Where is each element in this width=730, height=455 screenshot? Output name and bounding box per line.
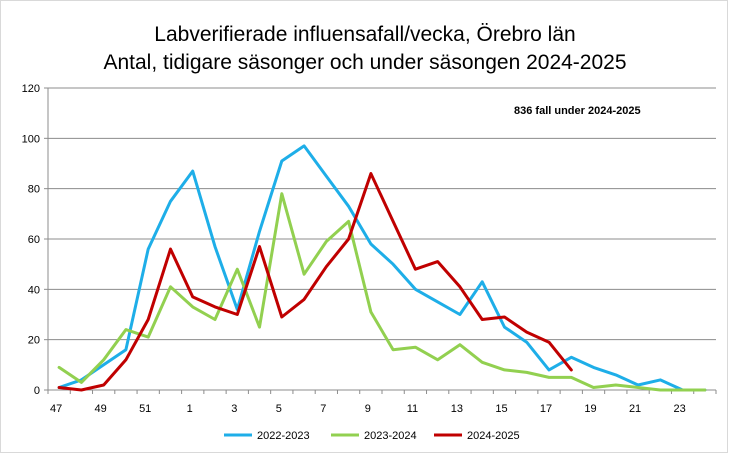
x-tick-label: 47 <box>50 403 62 415</box>
y-tick-label: 0 <box>34 385 40 397</box>
y-tick-label: 100 <box>22 133 40 145</box>
series-line-2023-2024 <box>57 192 707 392</box>
x-tick-label: 49 <box>95 403 107 415</box>
x-tick-label: 5 <box>276 403 282 415</box>
y-tick-label: 60 <box>28 234 40 246</box>
x-axis-ticks: 47 49 51 1 3 5 7 9 11 13 15 17 19 21 23 <box>50 403 686 415</box>
x-tick-label: 11 <box>407 403 418 415</box>
y-tick-label: 80 <box>28 184 40 196</box>
series-line-2022-2023 <box>57 144 707 392</box>
y-tick-label: 120 <box>22 83 40 95</box>
x-tick-label: 9 <box>365 403 371 415</box>
x-tick-label: 21 <box>629 403 641 415</box>
x-tick-label: 17 <box>540 403 552 415</box>
case-count-annotation: 836 fall under 2024-2025 <box>514 105 641 117</box>
gridlines <box>48 87 716 341</box>
series-line-2024-2025 <box>57 172 573 392</box>
x-tick-label: 13 <box>451 403 463 415</box>
axes <box>44 87 717 394</box>
legend-label-2023-2024: 2023-2024 <box>364 430 417 442</box>
x-tick-label: 23 <box>673 403 685 415</box>
legend-label-2024-2025: 2024-2025 <box>467 430 520 442</box>
x-tick-label: 19 <box>584 403 596 415</box>
x-tick-label: 7 <box>320 403 326 415</box>
x-tick-label: 1 <box>187 403 193 415</box>
chart-subtitle: Antal, tidigare säsonger och under säson… <box>103 51 626 74</box>
y-axis-ticks: 0 20 40 60 80 100 120 <box>22 83 40 397</box>
legend: 2022-2023 2023-2024 2024-2025 <box>224 430 520 442</box>
chart-title: Labverifierade influensafall/vecka, Öreb… <box>154 23 575 46</box>
x-tick-label: 3 <box>231 403 237 415</box>
x-tick-label: 15 <box>495 403 507 415</box>
y-tick-label: 40 <box>28 284 40 296</box>
legend-label-2022-2023: 2022-2023 <box>257 430 310 442</box>
x-tick-label: 51 <box>139 403 151 415</box>
y-tick-label: 20 <box>28 335 40 347</box>
series-lines <box>57 144 707 392</box>
